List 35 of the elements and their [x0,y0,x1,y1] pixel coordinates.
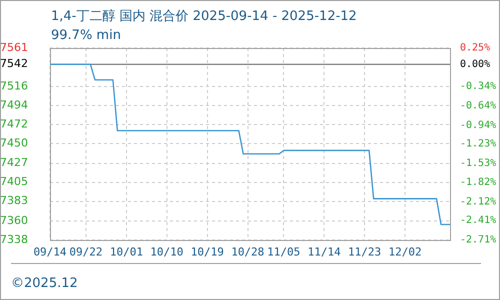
y-tick-label: 7338 [0,232,28,246]
y2-tick-label: -0.94% [460,120,496,131]
y2-tick-label: -1.23% [460,138,496,150]
x-tick-label: 12/02 [388,245,422,258]
y2-tick-label: -0.34% [460,80,496,92]
y2-tick-label: -1.82% [460,176,496,188]
y-tick-label: 7405 [0,175,28,188]
text: ©2025.12 [11,276,78,291]
y-tick-label: 7360 [0,214,28,227]
y2-tick-label: 0.00% [460,58,490,70]
y-tick-label: 7450 [0,136,28,150]
y2-tick-label: -2.71% [460,234,496,246]
y-tick-label: 7542 [0,57,28,70]
y-tick-label: 7427 [0,156,28,170]
y-tick-label: 7383 [0,194,28,208]
x-tick-label: 10/01 [110,245,143,258]
y-tick-label: 7516 [0,80,28,93]
x-tick-label: 09/14 [33,245,67,258]
y2-tick-label: -0.64% [460,100,496,112]
x-tick-label: 09/22 [69,245,103,258]
y-tick-label: 7561 [0,40,28,54]
x-tick-label: 11/23 [348,245,382,258]
y-tick-label: 7472 [0,117,28,130]
x-tick-label: 11/05 [267,245,300,258]
y-tick-label: 7494 [0,98,28,112]
x-tick-label: 11/14 [308,245,342,258]
chart-title: 1,4-丁二醇 国内 混合价 2025-09-14 - 2025-12-12 [51,8,357,25]
x-tick-label: 10/28 [231,245,264,258]
y2-tick-label: -1.53% [460,158,496,170]
chart-subtitle: 99.7% min [51,28,121,43]
y2-tick-label: -2.12% [460,196,496,208]
x-tick-label: 10/10 [150,245,184,258]
y2-tick-label: -2.41% [460,215,496,226]
x-tick-label: 10/19 [190,245,224,258]
y2-tick-label: 0.25% [460,42,490,54]
